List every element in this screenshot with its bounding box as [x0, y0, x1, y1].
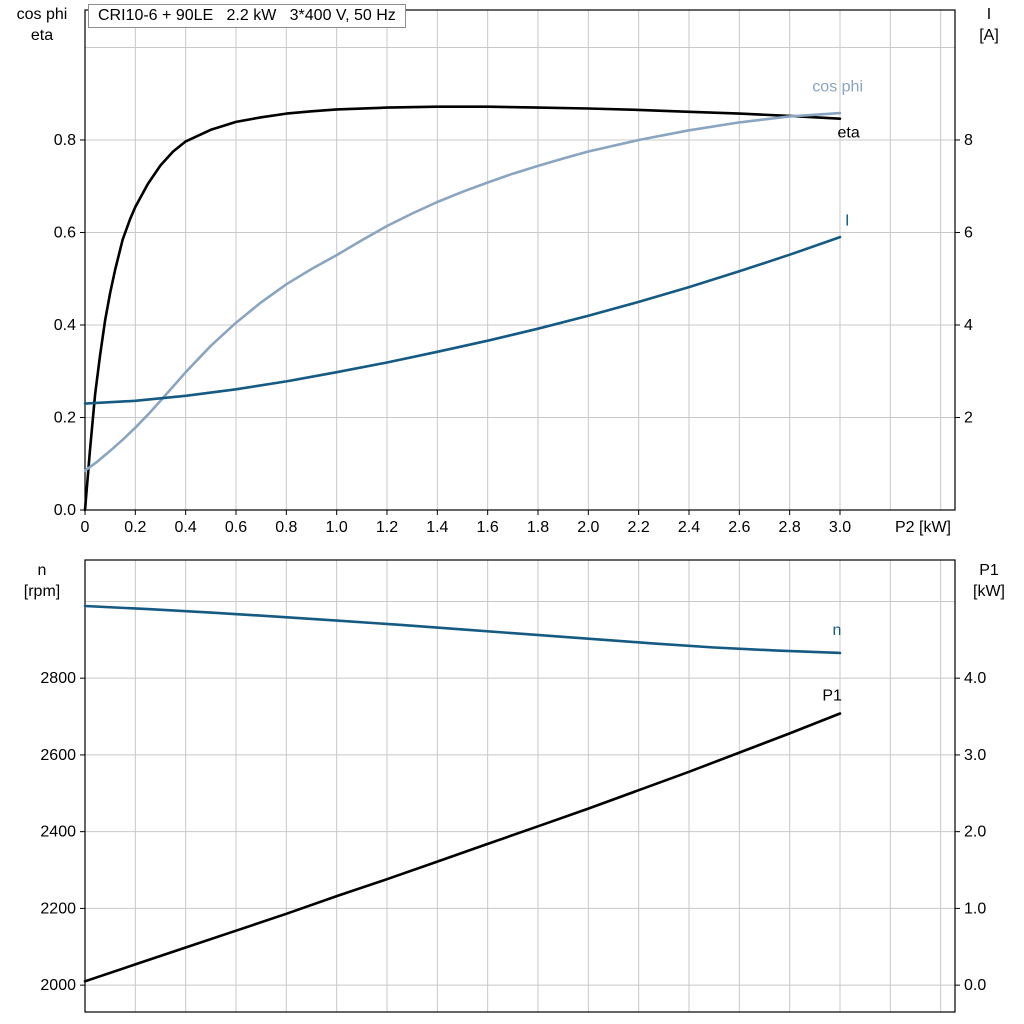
- x-axis-label: P2 [kW]: [895, 519, 951, 536]
- y-left-tick-label: 0.2: [54, 409, 76, 426]
- x-tick-label: 1.2: [376, 519, 398, 536]
- y-right-tick-label: 2: [964, 409, 973, 426]
- x-tick-label: 1.8: [527, 519, 549, 536]
- x-tick-label: 3.0: [829, 519, 851, 536]
- y-left-tick-label: 0.4: [54, 317, 76, 334]
- P1-curve: [83, 712, 842, 983]
- y-right-tick-label: 0.0: [964, 977, 986, 994]
- plot-border: [84, 9, 956, 511]
- y-left-tick-label: 2000: [40, 977, 76, 994]
- top-chart-right-axis-title: I [A]: [956, 4, 1022, 46]
- x-tick-label: 0.2: [124, 519, 146, 536]
- left-axis-title-line1: cos phi: [16, 6, 68, 23]
- x-tick-label: 2.2: [628, 519, 650, 536]
- left-axis-title-line1: n: [37, 562, 47, 579]
- cos-phi-curve: [83, 111, 842, 473]
- current-I-curve-label: I: [845, 213, 849, 230]
- x-tick-label: 1.6: [477, 519, 499, 536]
- right-axis-title-line2: [kW]: [973, 583, 1005, 600]
- y-left-tick-label: 2200: [40, 900, 76, 917]
- y-right-tick-label: 2.0: [964, 824, 986, 841]
- left-axis-title-line2: eta: [30, 27, 54, 44]
- y-left-tick-label: 2600: [40, 747, 76, 764]
- top-chart-left-axis-title: cos phi eta: [0, 4, 84, 46]
- x-tick-label: 2.6: [728, 519, 750, 536]
- y-left-tick-label: 0.0: [54, 502, 76, 519]
- bottom-chart-right-axis-title: P1 [kW]: [956, 560, 1022, 602]
- y-left-tick-label: 0.6: [54, 224, 76, 241]
- right-axis-title-line1: I: [986, 6, 992, 23]
- y-left-tick-label: 2800: [40, 670, 76, 687]
- n-curve: [83, 604, 842, 655]
- P1-curve-label: P1: [822, 687, 842, 704]
- left-axis-title-line2: [rpm]: [23, 583, 61, 600]
- y-right-tick-label: 4: [964, 317, 973, 334]
- plot-border: [84, 559, 956, 1013]
- eta-curve: [83, 105, 842, 512]
- y-left-tick-label: 0.8: [54, 132, 76, 149]
- x-tick-label: 2.8: [779, 519, 801, 536]
- y-right-tick-label: 3.0: [964, 747, 986, 764]
- current-I-curve: [83, 235, 842, 405]
- x-tick-label: 0.4: [175, 519, 197, 536]
- x-tick-label: 0.6: [225, 519, 247, 536]
- x-tick-label: 2.0: [577, 519, 599, 536]
- y-right-tick-label: 8: [964, 132, 973, 149]
- x-tick-label: 1.4: [426, 519, 448, 536]
- x-tick-label: 1.0: [326, 519, 348, 536]
- cos-phi-curve-label: cos phi: [812, 78, 863, 95]
- x-tick-label: 0.8: [275, 519, 297, 536]
- n-curve-label: n: [832, 622, 841, 639]
- y-right-tick-label: 1.0: [964, 900, 986, 917]
- right-axis-title-line2: [A]: [979, 27, 999, 44]
- y-right-tick-label: 6: [964, 224, 973, 241]
- bottom-chart-left-axis-title: n [rpm]: [0, 560, 84, 602]
- eta-curve-label: eta: [837, 125, 859, 142]
- x-tick-label: 0: [81, 519, 90, 536]
- chart-title-box: CRI10-6 + 90LE 2.2 kW 3*400 V, 50 Hz: [88, 4, 406, 28]
- y-left-tick-label: 2400: [40, 824, 76, 841]
- y-right-tick-label: 4.0: [964, 670, 986, 687]
- right-axis-title-line1: P1: [979, 562, 999, 579]
- x-tick-label: 2.4: [678, 519, 700, 536]
